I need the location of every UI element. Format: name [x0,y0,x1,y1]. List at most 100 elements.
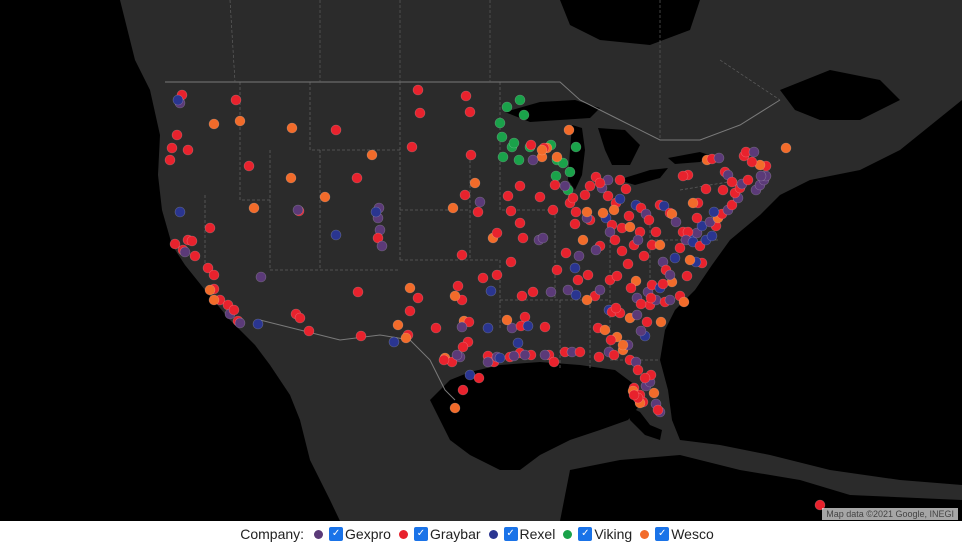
graybar-location-marker[interactable] [611,270,623,282]
graybar-location-marker[interactable] [638,250,650,262]
graybar-location-marker[interactable] [491,269,503,281]
graybar-location-marker[interactable] [643,214,655,226]
gexpro-location-marker[interactable] [527,154,539,166]
map-canvas[interactable]: Map data ©2021 Google, INEGI [0,0,962,521]
graybar-location-marker[interactable] [620,183,632,195]
graybar-location-marker[interactable] [406,141,418,153]
graybar-location-marker[interactable] [574,346,586,358]
graybar-location-marker[interactable] [608,349,620,361]
graybar-location-marker[interactable] [616,245,628,257]
graybar-location-marker[interactable] [351,172,363,184]
graybar-location-marker[interactable] [472,206,484,218]
gexpro-location-marker[interactable] [590,244,602,256]
graybar-location-marker[interactable] [726,176,738,188]
graybar-location-marker[interactable] [594,177,606,189]
gexpro-location-marker[interactable] [537,232,549,244]
graybar-location-marker[interactable] [412,292,424,304]
graybar-location-marker[interactable] [166,142,178,154]
graybar-location-marker[interactable] [726,199,738,211]
wesco-location-marker[interactable] [630,275,642,287]
gexpro-location-marker[interactable] [179,246,191,258]
rexel-location-marker[interactable] [464,369,476,381]
wesco-location-marker[interactable] [204,284,216,296]
rexel-location-marker[interactable] [706,230,718,242]
viking-location-marker[interactable] [501,101,513,113]
gexpro-location-marker[interactable] [670,216,682,228]
rexel-location-marker[interactable] [669,252,681,264]
graybar-location-marker[interactable] [549,179,561,191]
graybar-location-marker[interactable] [527,286,539,298]
graybar-location-marker[interactable] [551,264,563,276]
graybar-location-marker[interactable] [567,192,579,204]
graybar-location-marker[interactable] [171,129,183,141]
wesco-location-marker[interactable] [449,290,461,302]
graybar-location-marker[interactable] [330,124,342,136]
rexel-location-marker[interactable] [330,229,342,241]
wesco-location-marker[interactable] [655,316,667,328]
gexpro-location-marker[interactable] [508,350,520,362]
wesco-location-marker[interactable] [687,197,699,209]
graybar-location-marker[interactable] [228,304,240,316]
graybar-location-marker[interactable] [438,354,450,366]
graybar-location-marker[interactable] [560,247,572,259]
wesco-location-marker[interactable] [678,296,690,308]
gexpro-location-marker[interactable] [292,204,304,216]
rexel-location-marker[interactable] [512,337,524,349]
wesco-location-marker[interactable] [449,402,461,414]
rexel-location-marker[interactable] [494,352,506,364]
graybar-location-marker[interactable] [641,316,653,328]
graybar-location-marker[interactable] [593,351,605,363]
graybar-checkbox[interactable]: ✓ [413,527,428,541]
graybar-location-marker[interactable] [539,321,551,333]
graybar-location-marker[interactable] [525,139,537,151]
graybar-location-marker[interactable] [352,286,364,298]
wesco-location-marker[interactable] [536,144,548,156]
gexpro-location-marker[interactable] [545,286,557,298]
graybar-location-marker[interactable] [657,278,669,290]
wesco-location-marker[interactable] [447,202,459,214]
graybar-location-marker[interactable] [742,174,754,186]
gexpro-location-marker[interactable] [539,349,551,361]
rexel-location-marker[interactable] [388,336,400,348]
wesco-location-marker[interactable] [563,124,575,136]
wesco-location-marker[interactable] [780,142,792,154]
graybar-location-marker[interactable] [473,372,485,384]
viking-location-marker[interactable] [494,117,506,129]
graybar-location-marker[interactable] [645,292,657,304]
graybar-location-marker[interactable] [355,330,367,342]
graybar-location-marker[interactable] [691,212,703,224]
gexpro-location-marker[interactable] [562,284,574,296]
graybar-location-marker[interactable] [547,204,559,216]
viking-location-marker[interactable] [513,154,525,166]
graybar-location-marker[interactable] [459,189,471,201]
graybar-location-marker[interactable] [186,235,198,247]
graybar-location-marker[interactable] [457,384,469,396]
rexel-location-marker[interactable] [482,322,494,334]
wesco-location-marker[interactable] [286,122,298,134]
rexel-location-marker[interactable] [522,320,534,332]
graybar-location-marker[interactable] [623,210,635,222]
rexel-location-marker[interactable] [370,206,382,218]
viking-location-marker[interactable] [496,131,508,143]
wesco-location-marker[interactable] [581,294,593,306]
graybar-location-marker[interactable] [622,258,634,270]
graybar-location-marker[interactable] [625,282,637,294]
rexel-location-marker[interactable] [570,289,582,301]
graybar-location-marker[interactable] [502,190,514,202]
rexel-location-marker[interactable] [614,193,626,205]
graybar-location-marker[interactable] [584,180,596,192]
wesco-location-marker[interactable] [617,339,629,351]
graybar-location-marker[interactable] [610,302,622,314]
gexpro-location-marker[interactable] [713,152,725,164]
graybar-location-marker[interactable] [602,190,614,202]
viking-location-marker[interactable] [570,141,582,153]
gexpro-location-marker[interactable] [456,321,468,333]
wesco-location-marker[interactable] [392,319,404,331]
graybar-location-marker[interactable] [579,189,591,201]
graybar-location-marker[interactable] [182,144,194,156]
rexel-location-marker[interactable] [252,318,264,330]
gexpro-location-marker[interactable] [376,240,388,252]
graybar-location-marker[interactable] [548,356,560,368]
graybar-location-marker[interactable] [208,269,220,281]
wesco-checkbox[interactable]: ✓ [655,527,670,541]
